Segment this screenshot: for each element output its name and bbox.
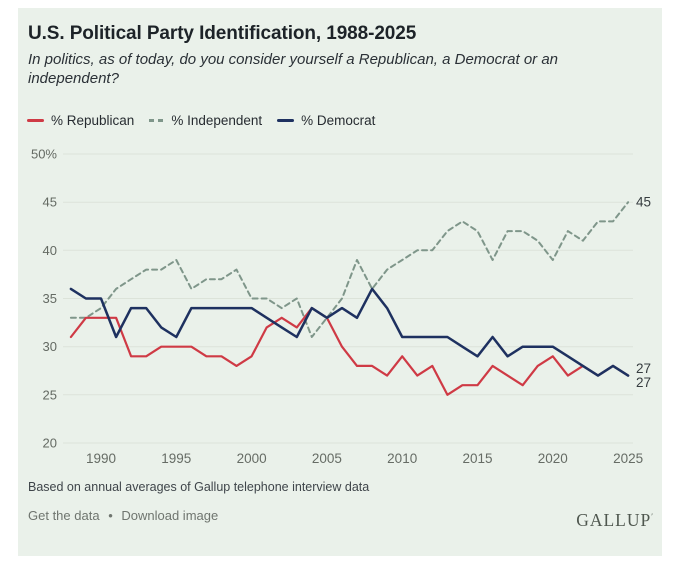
legend-label: % Independent [171,112,263,128]
legend-label: % Democrat [301,112,376,128]
end-label-democrat: 27 [636,361,651,376]
chart-card [18,8,662,556]
x-tick-label: 2010 [387,451,417,466]
x-tick-label: 2005 [312,451,342,466]
end-label-republican: 27 [636,375,651,390]
y-tick-label: 30 [43,339,57,354]
x-tick-label: 2020 [538,451,568,466]
legend-item-republican: % Republican [27,113,134,128]
legend-item-democrat: % Democrat [277,113,375,128]
series-line-democrat [69,287,630,377]
legend: % Republican % Independent % Democrat [27,111,375,129]
chart-footnote: Based on annual averages of Gallup telep… [28,480,370,494]
footer-links: Get the data • Download image [28,508,218,523]
legend-label: % Republican [51,112,135,128]
y-tick-label: 50% [31,147,57,162]
y-tick-label: 20 [43,436,57,451]
x-tick-label: 1990 [86,451,116,466]
republican-line-swatch-icon [27,118,44,122]
gallup-wordmark: GALLUP [576,510,652,530]
x-tick-label: 1995 [161,451,191,466]
independent-line-swatch-icon [149,118,165,122]
end-label-independent: 45 [636,195,651,210]
page-title: U.S. Political Party Identification, 198… [28,23,417,44]
get-the-data-link[interactable]: Get the data [28,508,100,523]
download-image-link[interactable]: Download image [121,508,219,523]
chart-subtitle: In politics, as of today, do you conside… [28,51,559,87]
y-tick-label: 35 [43,291,57,306]
gallup-logo: GALLUP′ [576,510,653,531]
legend-item-independent: % Independent [149,113,262,128]
y-tick-label: 45 [43,195,57,210]
series-line-republican [69,307,630,396]
trademark-icon: ′ [651,512,653,522]
x-tick-label: 2015 [462,451,492,466]
y-tick-label: 40 [43,243,57,258]
bullet-separator: • [108,508,113,523]
x-tick-label: 2025 [613,451,643,466]
democrat-line-swatch-icon [277,118,295,122]
series-line-independent [69,201,630,338]
y-tick-label: 25 [43,387,57,402]
x-tick-label: 2000 [237,451,267,466]
